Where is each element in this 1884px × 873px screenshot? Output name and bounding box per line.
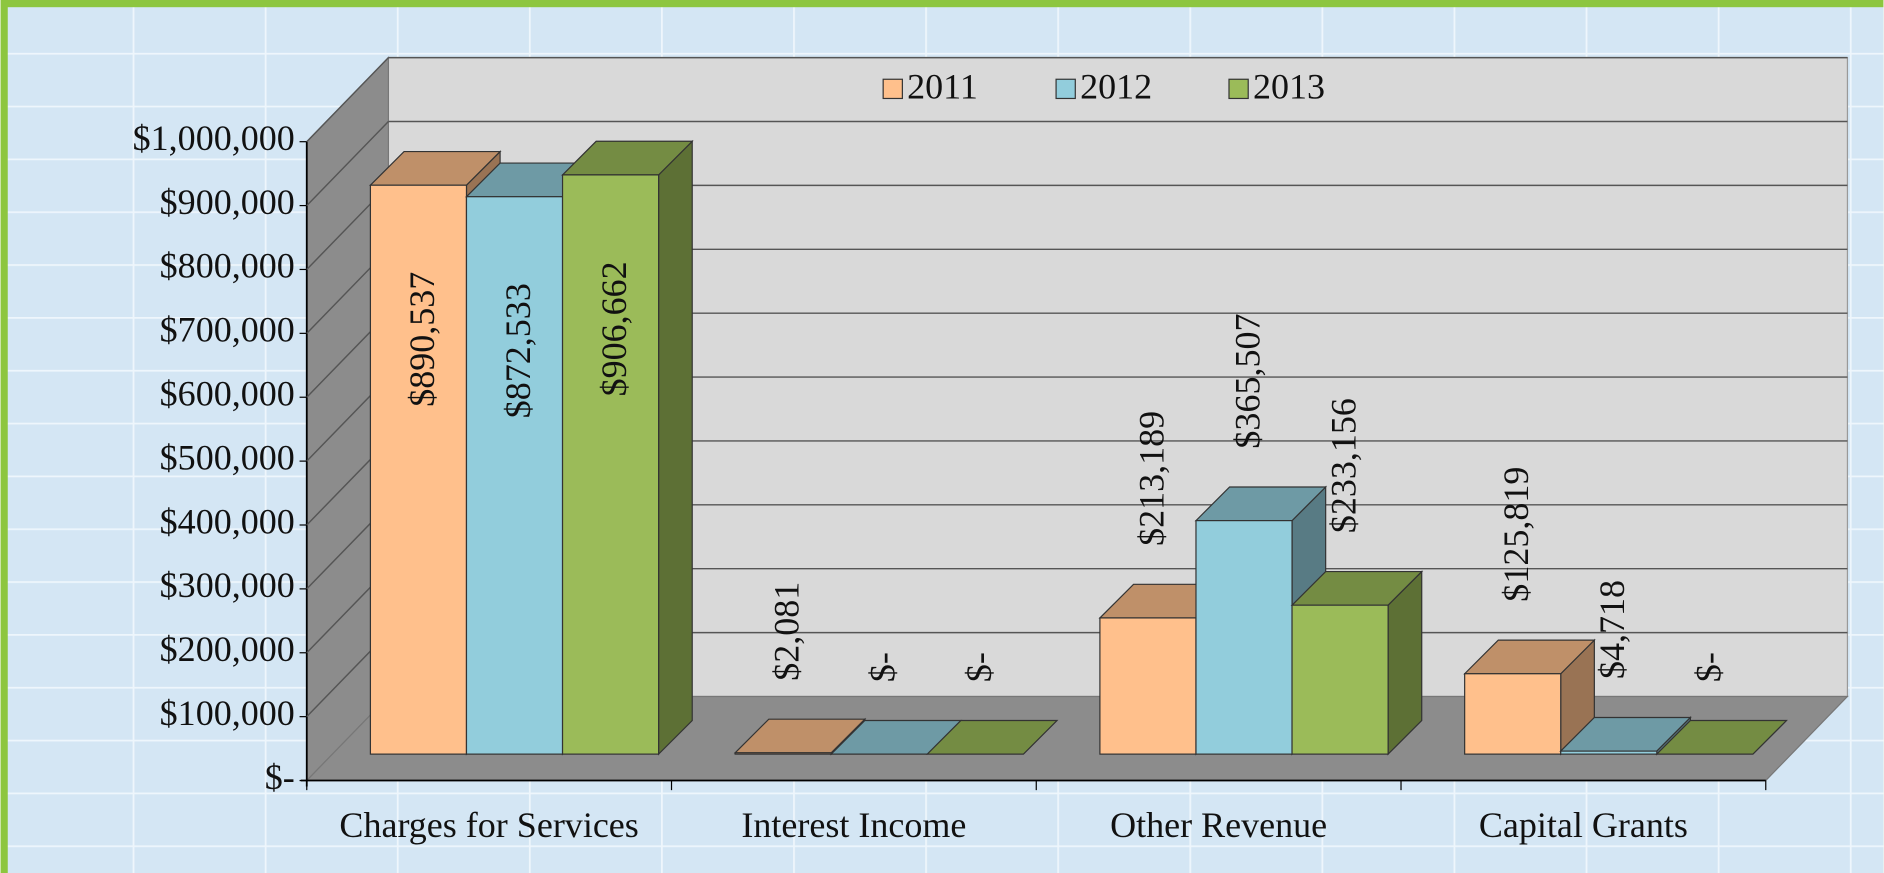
bar xyxy=(1195,520,1293,755)
y-tick-label: $200,000 xyxy=(160,629,295,669)
value-label: $872,533 xyxy=(498,283,538,418)
value-label: $- xyxy=(959,652,999,682)
value-label: $- xyxy=(1688,652,1728,682)
bar xyxy=(1464,673,1562,755)
y-tick-label: $800,000 xyxy=(160,246,295,286)
bar xyxy=(369,184,468,755)
value-label: $213,189 xyxy=(1131,411,1171,546)
value-label: $125,819 xyxy=(1496,467,1536,602)
x-tick-label: Interest Income xyxy=(741,805,966,845)
x-tick-label: Charges for Services xyxy=(339,805,638,845)
bar xyxy=(561,174,660,755)
bar-side xyxy=(658,139,693,756)
bar-top xyxy=(1655,719,1788,755)
bar-top xyxy=(925,719,1059,755)
legend-swatch xyxy=(882,78,903,100)
y-tick-label: $- xyxy=(265,757,295,797)
value-label: $- xyxy=(863,652,903,682)
y-tick-label: $1,000,000 xyxy=(133,118,295,158)
legend-label: 2012 xyxy=(1080,66,1152,106)
legend-label: 2011 xyxy=(907,66,978,106)
legend-label: 2013 xyxy=(1253,66,1325,106)
value-label: $890,537 xyxy=(402,272,442,407)
value-label: $906,662 xyxy=(594,261,634,396)
y-tick-label: $400,000 xyxy=(160,501,295,541)
bar xyxy=(734,752,832,755)
value-label: $2,081 xyxy=(767,582,807,681)
value-label: $365,507 xyxy=(1227,314,1267,449)
bar xyxy=(465,196,564,755)
y-tick-label: $100,000 xyxy=(160,693,295,733)
bar xyxy=(1560,750,1658,755)
grid-line xyxy=(306,57,389,143)
legend-swatch xyxy=(1055,78,1076,100)
bar xyxy=(1291,604,1389,755)
y-tick-label: $700,000 xyxy=(160,310,295,350)
y-tick-label: $300,000 xyxy=(160,565,295,605)
value-label: $4,718 xyxy=(1592,580,1632,679)
x-tick-label: Other Revenue xyxy=(1110,805,1327,845)
grid-line xyxy=(306,121,389,207)
legend-swatch xyxy=(1228,78,1249,100)
bar xyxy=(1099,617,1197,755)
value-label: $233,156 xyxy=(1324,398,1364,533)
y-tick-label: $500,000 xyxy=(160,437,295,477)
x-tick-label: Capital Grants xyxy=(1479,805,1688,845)
y-tick-label: $600,000 xyxy=(160,373,295,413)
y-tick-label: $900,000 xyxy=(160,182,295,222)
